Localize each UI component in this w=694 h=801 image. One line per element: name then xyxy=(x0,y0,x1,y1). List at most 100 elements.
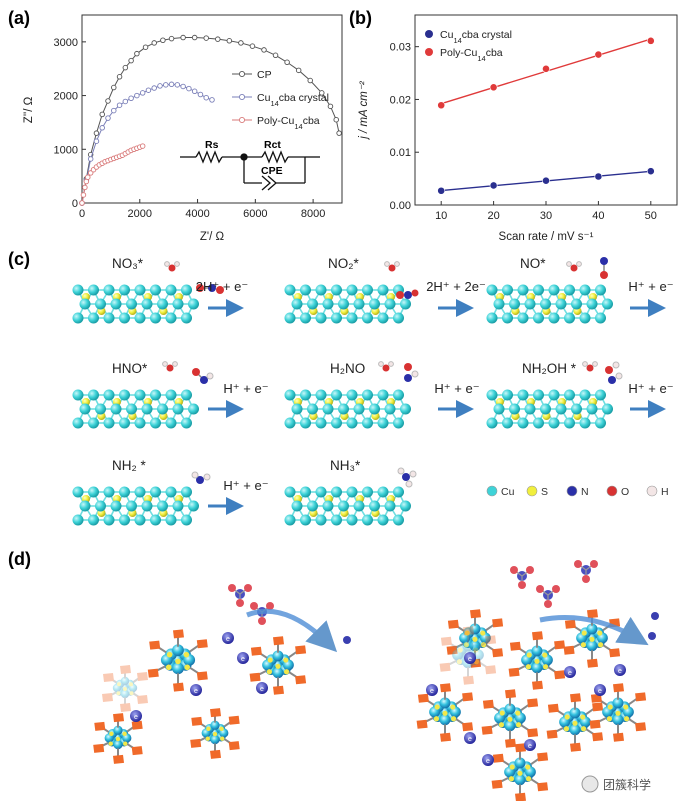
ligand-tip xyxy=(147,668,159,678)
cu-atom xyxy=(165,284,177,296)
sulfur-dot xyxy=(457,647,463,653)
ligand-tip xyxy=(527,728,539,738)
ligand-tip xyxy=(113,754,124,764)
ligand-tip xyxy=(515,743,526,753)
ligand-tip xyxy=(492,648,504,658)
cu-atom xyxy=(579,312,591,324)
ligand-tip xyxy=(481,725,493,735)
cu-atom xyxy=(393,514,404,526)
h-atom xyxy=(203,473,211,481)
cu-atom xyxy=(377,389,389,401)
ligand-arm xyxy=(107,676,118,684)
legend-label-a: Cu14cba crystal xyxy=(257,92,329,108)
ligand-tip xyxy=(482,699,494,709)
cu-atom xyxy=(517,284,529,296)
sulfur-dot xyxy=(283,669,290,675)
cu-atom xyxy=(377,417,389,429)
legend-atom-cu xyxy=(486,485,498,497)
data-point-a xyxy=(333,116,339,123)
cu-atom xyxy=(134,312,146,324)
cu-atom xyxy=(284,514,296,526)
cluster-sphere xyxy=(586,640,598,652)
legend-b: Cu14cba crystal Poly-Cu14cba xyxy=(425,29,512,63)
cu-atom xyxy=(400,403,411,415)
water-molecule xyxy=(378,361,394,372)
cu-atom xyxy=(579,417,591,429)
cu-atom xyxy=(300,284,311,296)
cluster-sphere xyxy=(112,683,122,693)
cluster-schematic: e e e e e e e e e e e e e xyxy=(93,560,659,801)
electron-sphere xyxy=(614,664,626,676)
cu-atom xyxy=(300,514,311,526)
cu-s-slab xyxy=(72,486,199,526)
cu-atom xyxy=(150,312,161,324)
ligand-tip xyxy=(463,675,474,685)
ligand-tip xyxy=(564,619,576,629)
legend-atom-h xyxy=(646,485,658,497)
cu-atom xyxy=(533,312,544,324)
cu-atom xyxy=(284,417,296,429)
cu-atom xyxy=(141,403,153,415)
cluster-sphere xyxy=(586,623,598,635)
step-label: H⁺ + e⁻ xyxy=(434,381,479,396)
data-point-a xyxy=(128,95,134,102)
legend-atom-s xyxy=(526,485,538,497)
legend-label-a: Poly-Cu14cba xyxy=(257,115,320,131)
data-point-a xyxy=(327,103,334,110)
ligand-tip xyxy=(210,708,221,718)
sulfur-dot xyxy=(515,722,522,728)
adsorbate-no2 xyxy=(396,289,419,299)
cu-atom xyxy=(533,284,544,296)
series-line-a xyxy=(81,83,213,204)
cu-cluster xyxy=(481,689,539,748)
o-atom xyxy=(574,560,582,568)
data-point-b xyxy=(489,181,498,190)
ligand-tip xyxy=(527,698,539,708)
ligand-tip xyxy=(440,732,451,742)
n-atom xyxy=(208,284,216,292)
cu-atom xyxy=(564,417,575,429)
cu-atom xyxy=(103,486,115,498)
sulfur-dot xyxy=(525,776,532,782)
species-label: NH₃* xyxy=(330,458,361,473)
cu-atom xyxy=(595,284,606,296)
adsorbate-h2no xyxy=(404,363,419,382)
cu-atom xyxy=(377,312,389,324)
ligand-tip xyxy=(635,722,647,732)
sulfur-dot xyxy=(129,691,134,696)
ligand-tip xyxy=(592,732,604,742)
data-point-a xyxy=(336,130,342,136)
ligand-tip xyxy=(295,645,307,655)
ligand-tip xyxy=(103,673,114,682)
adsorbate-nh2oh xyxy=(605,361,623,384)
cu-atom xyxy=(346,284,358,296)
cu-atom xyxy=(377,486,389,498)
cu-atom xyxy=(322,298,334,310)
cu-atom xyxy=(353,403,365,415)
cu-atom xyxy=(79,403,91,415)
ligand-arm xyxy=(444,659,457,668)
cu-atom xyxy=(493,298,505,310)
electron-symbol: e xyxy=(468,736,472,743)
data-point-a xyxy=(249,43,256,49)
cu-atom xyxy=(331,389,342,401)
cu-s-slab xyxy=(284,486,411,526)
cu-atom xyxy=(384,403,396,415)
ligand-tip xyxy=(295,675,307,685)
ligand-tip xyxy=(228,715,240,725)
cu-atom xyxy=(362,417,373,429)
cu-atom xyxy=(384,298,396,310)
ligand-tip xyxy=(173,629,184,639)
cu-atom xyxy=(564,389,575,401)
ligand-tip xyxy=(554,640,566,650)
data-point-a xyxy=(295,67,302,74)
cu-atom xyxy=(72,389,84,401)
data-point-a xyxy=(186,85,192,92)
cu-atom xyxy=(119,389,130,401)
cu-atom xyxy=(331,284,342,296)
x-tick-label-a: 4000 xyxy=(185,208,209,220)
cluster-sphere xyxy=(120,676,130,686)
data-point-a xyxy=(203,94,209,101)
cu-atom xyxy=(110,500,122,512)
data-point-b xyxy=(646,167,655,176)
